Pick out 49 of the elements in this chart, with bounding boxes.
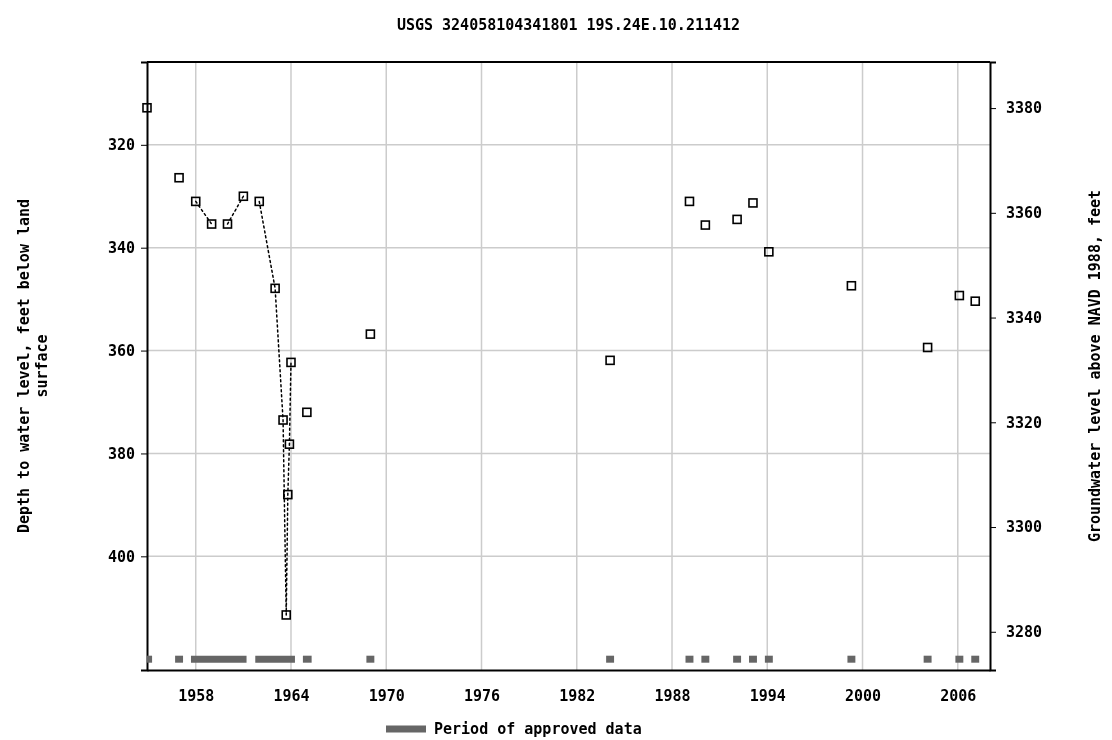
x-tick-label: 1982	[559, 686, 596, 705]
x-tick-label: 1988	[654, 686, 691, 705]
point	[365, 329, 376, 339]
x-tick-label: 2000	[844, 686, 882, 705]
point	[206, 219, 217, 229]
x-tick-label: 2006	[940, 686, 977, 705]
point	[764, 247, 774, 257]
point	[954, 290, 965, 301]
y2-tick-label: 3360	[1006, 204, 1043, 223]
y2-tick-label: 3300	[1006, 518, 1043, 537]
point	[302, 407, 312, 418]
y-tick-label: 360	[107, 341, 135, 360]
point	[142, 102, 152, 113]
x-tick-label: 1964	[273, 686, 310, 705]
point	[174, 172, 184, 183]
point	[238, 191, 249, 202]
point	[190, 196, 201, 207]
point	[846, 280, 857, 291]
x-tick-label: 1976	[463, 686, 501, 705]
y-tick-label: 400	[107, 547, 135, 566]
y-tick-label: 340	[107, 238, 135, 257]
y-tick-label: 380	[107, 444, 135, 463]
point	[254, 196, 265, 207]
y2-tick-label: 3320	[1006, 413, 1043, 432]
point	[922, 342, 933, 353]
point	[684, 196, 695, 207]
point	[700, 220, 711, 230]
point	[281, 610, 292, 620]
point	[970, 296, 981, 306]
y2-tick-label: 3380	[1006, 99, 1043, 118]
point	[732, 214, 742, 225]
point	[605, 355, 615, 366]
point	[270, 283, 280, 294]
point	[286, 357, 296, 368]
point	[283, 489, 293, 500]
x-tick-label: 1970	[368, 686, 405, 705]
x-tick-label: 1958	[178, 686, 215, 705]
y-tick-label: 320	[107, 136, 135, 155]
y-axis-title: Depth to water level, feet below land surface	[15, 198, 51, 534]
point	[278, 415, 288, 425]
legend-label: Period of approved data	[434, 720, 642, 738]
point	[222, 219, 233, 229]
y2-tick-label: 3280	[1006, 623, 1043, 642]
y2-axis-title: Groundwater level above NAVD 1988, feet	[1086, 189, 1104, 543]
x-tick-label: 1994	[749, 686, 786, 705]
point	[748, 198, 758, 208]
y2-tick-label: 3340	[1006, 308, 1043, 327]
chart-title: USGS 324058104341801 19S.24E.10.211412	[396, 16, 741, 34]
point	[284, 439, 295, 449]
